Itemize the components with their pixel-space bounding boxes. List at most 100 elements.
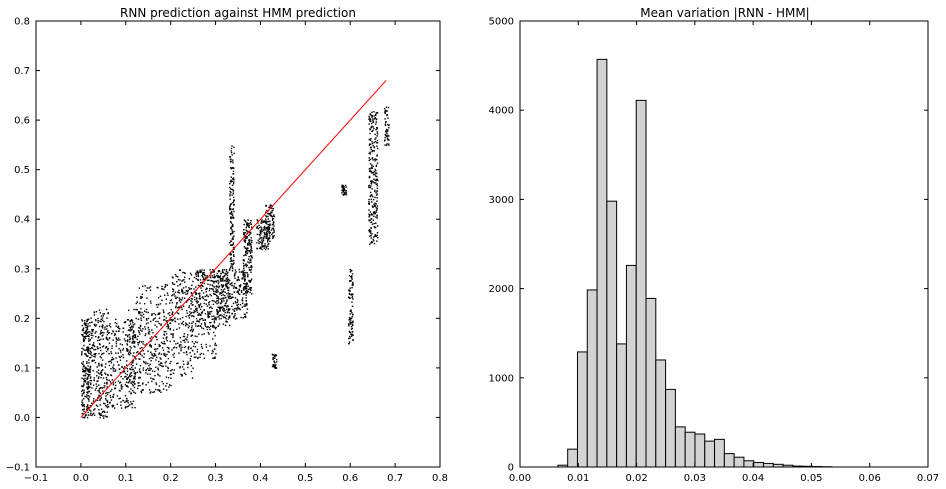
scatter-point xyxy=(82,365,85,368)
scatter-point xyxy=(100,331,102,333)
scatter-point xyxy=(81,412,83,415)
scatter-point xyxy=(249,287,251,289)
scatter-point xyxy=(167,325,170,327)
scatter-point xyxy=(251,226,253,228)
scatter-point xyxy=(220,272,222,275)
scatter-point xyxy=(210,294,213,297)
scatter-point xyxy=(197,284,200,287)
scatter-point xyxy=(239,308,241,311)
scatter-point xyxy=(184,276,186,279)
scatter-point xyxy=(137,344,139,346)
scatter-point xyxy=(211,280,214,282)
scatter-point xyxy=(89,338,92,341)
scatter-point xyxy=(232,251,234,254)
scatter-point xyxy=(233,315,235,318)
scatter-point xyxy=(246,290,249,292)
scatter-point xyxy=(191,330,194,333)
scatter-point xyxy=(87,392,89,394)
scatter-point xyxy=(137,335,139,338)
scatter-point xyxy=(373,242,376,245)
scatter-point xyxy=(109,396,112,399)
scatter-point xyxy=(132,381,134,384)
scatter-point xyxy=(370,242,372,244)
scatter-point xyxy=(168,351,170,353)
scatter-point xyxy=(241,300,244,302)
scatter-point xyxy=(149,300,152,302)
scatter-point xyxy=(241,277,244,279)
scatter-point xyxy=(246,291,248,294)
scatter-point xyxy=(202,292,205,294)
scatter-point xyxy=(109,326,112,328)
scatter-point xyxy=(171,349,173,351)
scatter-point xyxy=(136,308,139,311)
scatter-point xyxy=(368,123,370,125)
scatter-point xyxy=(225,321,227,323)
scatter-point xyxy=(95,330,97,333)
scatter-point xyxy=(181,288,183,291)
scatter-point xyxy=(219,275,222,277)
scatter-point xyxy=(226,292,228,295)
scatter-point xyxy=(376,142,378,144)
scatter-point xyxy=(107,332,110,334)
scatter-point xyxy=(133,308,135,311)
scatter-point xyxy=(208,307,211,309)
scatter-point xyxy=(262,238,264,240)
scatter-point xyxy=(131,342,133,344)
scatter-point xyxy=(157,389,159,391)
scatter-point xyxy=(228,293,230,296)
scatter-point xyxy=(247,275,249,277)
scatter-point xyxy=(223,304,226,307)
scatter-point xyxy=(133,380,135,383)
scatter-point xyxy=(151,329,153,331)
scatter-point xyxy=(103,387,105,389)
scatter-point xyxy=(126,373,128,376)
scatter-point xyxy=(371,194,373,196)
scatter-point xyxy=(200,284,202,287)
scatter-point xyxy=(217,275,220,278)
scatter-point xyxy=(123,371,125,373)
scatter-point xyxy=(251,257,253,259)
scatter-point xyxy=(127,405,130,407)
scatter-point xyxy=(105,346,108,348)
scatter-point xyxy=(81,405,84,407)
scatter-point xyxy=(370,227,372,229)
scatter-point xyxy=(232,170,235,173)
scatter-point xyxy=(250,232,252,234)
scatter-point xyxy=(166,353,168,356)
scatter-point xyxy=(222,285,224,287)
scatter-point xyxy=(376,172,378,175)
scatter-point xyxy=(160,341,163,344)
scatter-point xyxy=(240,316,242,319)
scatter-point xyxy=(132,364,134,367)
scatter-point xyxy=(154,324,156,326)
scatter-point xyxy=(103,332,105,334)
scatter-point xyxy=(86,328,89,331)
scatter-point xyxy=(267,226,269,229)
scatter-point xyxy=(86,369,89,371)
scatter-point xyxy=(128,352,130,354)
scatter-point xyxy=(173,352,176,355)
scatter-point xyxy=(112,368,114,370)
scatter-point xyxy=(145,361,147,363)
scatter-point xyxy=(250,289,252,291)
scatter-point xyxy=(226,311,229,314)
scatter-point xyxy=(135,302,137,305)
scatter-point xyxy=(376,200,378,202)
scatter-point xyxy=(193,342,195,345)
scatter-point xyxy=(369,191,372,194)
scatter-point xyxy=(247,261,249,263)
scatter-point xyxy=(151,353,153,355)
scatter-point xyxy=(200,287,202,289)
scatter-point xyxy=(218,307,221,309)
scatter-point xyxy=(181,308,183,311)
scatter-point xyxy=(81,362,83,364)
scatter-point xyxy=(128,374,131,377)
scatter-point xyxy=(139,352,141,354)
scatter-point xyxy=(217,325,220,327)
scatter-point xyxy=(87,325,89,327)
scatter-point xyxy=(157,373,159,375)
scatter-point xyxy=(375,203,377,205)
scatter-point xyxy=(186,312,188,314)
scatter-point xyxy=(266,221,269,223)
scatter-point xyxy=(267,238,269,241)
